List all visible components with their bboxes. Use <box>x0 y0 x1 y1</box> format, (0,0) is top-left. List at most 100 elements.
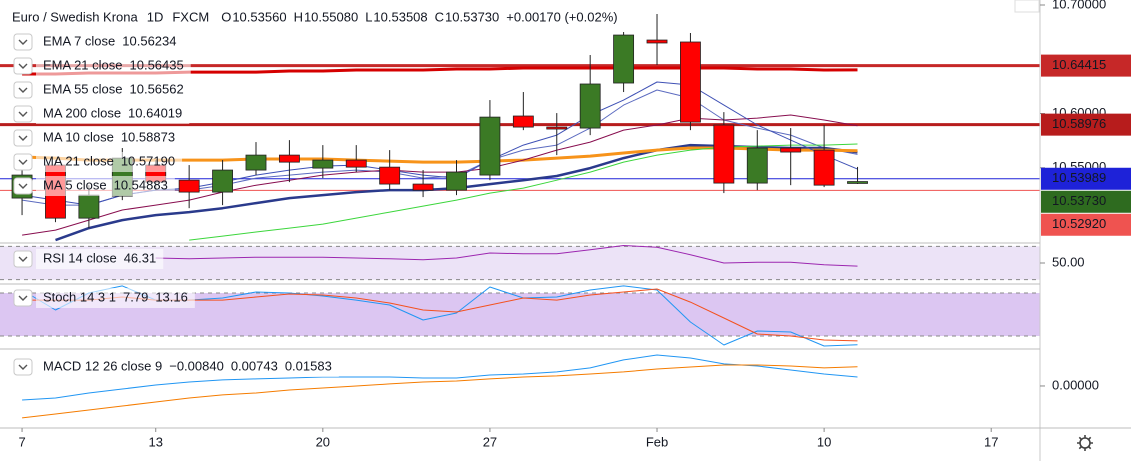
legend-toggle-box <box>13 105 33 123</box>
legend-toggle-chevron <box>18 135 28 141</box>
legend-toggle-chevron <box>18 183 28 189</box>
pane-backgrounds <box>0 245 1040 337</box>
legend-toggle[interactable] <box>13 250 33 268</box>
legend-value: 10.54883 <box>114 177 168 192</box>
legend-background <box>36 249 164 269</box>
price-label: 10.53730 <box>1052 193 1106 208</box>
legend-name: EMA 21 close <box>43 57 123 72</box>
ohlc-key: L <box>365 9 372 24</box>
legend-toggle-chevron <box>18 39 28 45</box>
interval: 1D <box>147 9 164 24</box>
legend-toggle[interactable] <box>13 33 33 51</box>
legend-value: −0.00840 <box>169 358 224 373</box>
ohlc-value: 10.53730 <box>445 9 499 24</box>
legend-toggle[interactable] <box>13 129 33 147</box>
legend-toggle-box <box>13 250 33 268</box>
candle-body <box>780 147 802 153</box>
y-tick-label: 0.00000 <box>1052 377 1099 392</box>
ohlc-value: 10.55080 <box>304 9 358 24</box>
legend-toggle[interactable] <box>13 358 33 376</box>
ohlc-value: 10.53508 <box>373 9 427 24</box>
price-labels: 10.64415 10.58976 10.53989 10.53730 10.52920 <box>1041 54 1131 236</box>
legend-toggle-box <box>13 129 33 147</box>
candle-body <box>646 39 668 44</box>
price-label-box <box>1041 167 1131 190</box>
y-tick-label: 50.00 <box>1052 254 1085 269</box>
candle-body <box>212 169 233 193</box>
legend-background <box>36 80 191 100</box>
x-tick-label: 13 <box>148 434 162 449</box>
legend-toggle[interactable] <box>13 289 33 307</box>
legends: Euro / Swedish Krona 1D FXCM O 10.53560 H 10.5… <box>12 9 618 377</box>
legend-value: 10.56562 <box>130 81 184 96</box>
legend-toggle-chevron <box>18 159 28 165</box>
legend-value: 10.56234 <box>122 33 176 48</box>
x-tick-label: Feb <box>646 434 668 449</box>
legend-name: MA 200 close <box>43 105 121 120</box>
legend-toggle-box <box>13 289 33 307</box>
change: +0.00170 (+0.02%) <box>506 9 617 24</box>
source: FXCM <box>172 9 209 24</box>
legend-name: EMA 55 close <box>43 81 123 96</box>
candle-body <box>713 124 735 184</box>
candle-body <box>312 159 334 169</box>
indicator-band <box>0 246 1040 280</box>
indicator-title: Stoch 14 3 1 <box>43 289 116 304</box>
ohlc-key: C <box>435 9 444 24</box>
candle-body <box>446 171 467 191</box>
gear-teeth <box>1077 435 1093 451</box>
y-tick-label: 10.70000 <box>1052 0 1106 11</box>
legend-toggle-chevron <box>18 87 28 93</box>
legend-value: 10.56435 <box>130 57 184 72</box>
candle-body <box>245 154 267 171</box>
legend-value: 46.31 <box>124 250 157 265</box>
legend-toggle-box <box>13 57 33 75</box>
price-label-box <box>1041 213 1131 236</box>
legend-toggle[interactable] <box>13 105 33 123</box>
legend-value: 10.58873 <box>121 129 175 144</box>
legend-toggle[interactable] <box>13 153 33 171</box>
legend-value: 0.00743 <box>231 358 278 373</box>
legend-toggle[interactable] <box>13 81 33 99</box>
legend-value: 7.79 <box>123 289 148 304</box>
legend-toggle-chevron <box>18 295 28 301</box>
candle-body <box>178 179 200 193</box>
price-label-box <box>1041 54 1131 77</box>
x-tick-label: 17 <box>984 434 998 449</box>
candle-body <box>412 183 434 191</box>
price-label-box <box>1041 190 1131 213</box>
legend-toggle[interactable] <box>13 177 33 195</box>
legend-background <box>36 152 183 172</box>
legend-toggle-chevron <box>18 256 28 262</box>
legend-background <box>36 56 191 76</box>
candle-body <box>278 154 300 163</box>
legend-toggle[interactable] <box>13 57 33 75</box>
candle-body <box>579 83 601 129</box>
candle-body <box>847 181 868 184</box>
candle-body <box>345 159 367 168</box>
legend-background <box>36 104 190 124</box>
x-tick-label: 20 <box>316 434 330 449</box>
legend-value: 0.01583 <box>285 358 332 373</box>
indicator-line <box>22 114 858 236</box>
legend-value: 10.57190 <box>121 153 175 168</box>
x-tick-label: 7 <box>18 434 25 449</box>
legend-name: MA 21 close <box>43 153 114 168</box>
ohlc-key: O <box>221 9 231 24</box>
indicator-line <box>22 354 858 401</box>
legend-toggle-box <box>13 81 33 99</box>
indicator-title: MACD 12 26 close 9 <box>43 358 162 373</box>
settings-gear[interactable] <box>1077 435 1093 451</box>
legend-background <box>36 357 339 377</box>
legend-toggle-chevron <box>18 63 28 69</box>
corner-box <box>1014 0 1040 13</box>
legend-name: MA 5 close <box>43 177 107 192</box>
chart-title: Euro / Swedish Krona <box>12 9 139 24</box>
legend-background <box>36 176 175 196</box>
candle-body <box>813 149 835 186</box>
legend-toggle-box <box>13 177 33 195</box>
legend-value: 10.64019 <box>128 105 182 120</box>
candle-body <box>613 34 635 84</box>
candle-body <box>746 147 768 184</box>
price-label: 10.64415 <box>1052 57 1106 72</box>
